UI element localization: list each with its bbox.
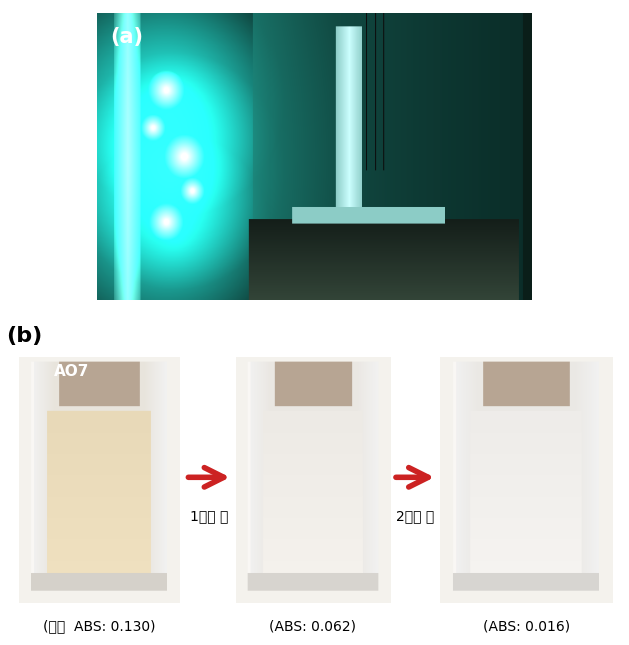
- Text: (a): (a): [111, 27, 143, 47]
- Text: 1시간 후: 1시간 후: [189, 510, 228, 524]
- Text: (b): (b): [6, 326, 43, 346]
- Text: (ABS: 0.016): (ABS: 0.016): [483, 619, 571, 633]
- Text: (초기  ABS: 0.130): (초기 ABS: 0.130): [43, 619, 155, 633]
- Text: AO7: AO7: [54, 364, 89, 379]
- Text: 2시간 후: 2시간 후: [396, 510, 434, 524]
- Text: (ABS: 0.062): (ABS: 0.062): [269, 619, 357, 633]
